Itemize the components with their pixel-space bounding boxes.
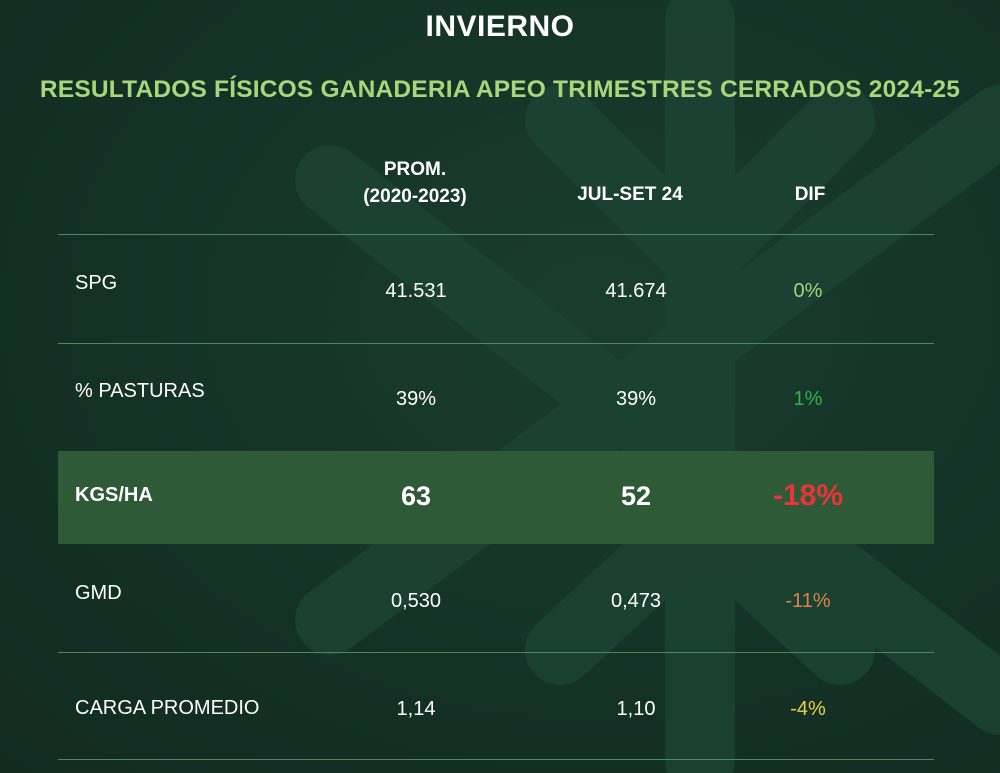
column-header-dif: DIF <box>794 184 826 205</box>
row-prom-value: 0,530 <box>390 590 442 612</box>
row-label: SPG <box>75 272 118 294</box>
page-title: INVIERNO <box>425 10 575 43</box>
row-label: GMD <box>75 582 122 604</box>
row-label: % PASTURAS <box>75 380 205 402</box>
table-row-pasturas: % PASTURAS 39% 39% 1% <box>58 344 934 451</box>
row-prom-value: 41.531 <box>385 280 447 302</box>
row-prom-value: 39% <box>395 388 437 410</box>
table-row-gmd: GMD 0,530 0,473 -11% <box>58 544 934 652</box>
table-row-carga-promedio: CARGA PROMEDIO 1,14 1,10 -4% <box>58 653 934 759</box>
row-label: CARGA PROMEDIO <box>75 697 260 719</box>
table-row-spg: SPG 41.531 41.674 0% <box>58 235 934 343</box>
page-subtitle: RESULTADOS FÍSICOS GANADERIA APEO TRIMES… <box>39 76 961 103</box>
row-dif-value: 0% <box>793 280 823 302</box>
row-prom-value: 1,14 <box>396 698 436 720</box>
row-jul-value: 1,10 <box>616 698 656 720</box>
row-jul-value: 52 <box>620 481 652 511</box>
row-dif-value: -11% <box>785 590 831 612</box>
column-header-prom-label: PROM. <box>383 159 447 180</box>
column-header-jul-set: JUL-SET 24 <box>577 184 683 205</box>
table-divider <box>58 343 934 344</box>
table-divider <box>58 652 934 653</box>
row-jul-value: 0,473 <box>610 590 662 612</box>
row-dif-value: -4% <box>790 698 826 720</box>
row-prom-value: 63 <box>400 481 432 511</box>
row-dif-value: 1% <box>793 388 823 410</box>
table-row-kgs-ha-highlighted: KGS/HA 63 52 -18% <box>58 451 934 544</box>
table-divider <box>58 759 934 760</box>
row-jul-value: 41.674 <box>605 280 667 302</box>
row-jul-value: 39% <box>615 388 657 410</box>
table-divider <box>58 234 934 235</box>
column-header-prom-period: (2020-2023) <box>363 186 467 207</box>
row-dif-value: -18% <box>772 479 844 512</box>
row-label: KGS/HA <box>75 484 153 506</box>
column-header-prom: PROM. (2020-2023) <box>320 156 510 210</box>
